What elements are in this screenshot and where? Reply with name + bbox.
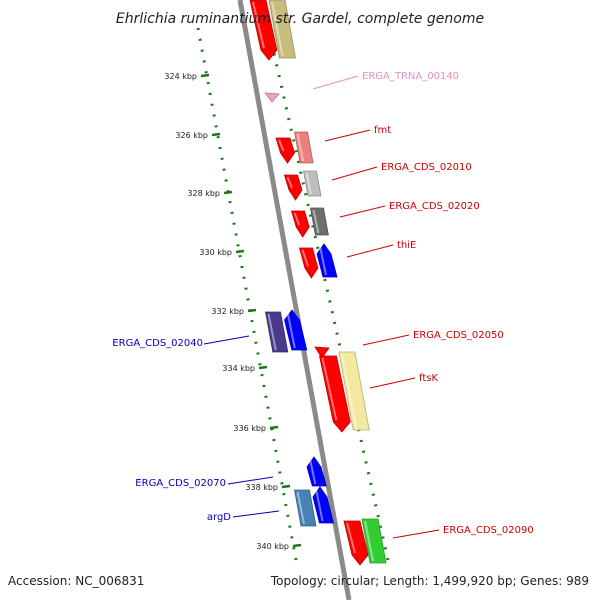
gene-feature[interactable]	[316, 243, 338, 278]
gene-feature-shine	[267, 313, 277, 351]
gene-feature[interactable]	[268, 0, 296, 59]
accession-label: Accession: NC_006831	[8, 574, 144, 588]
gene-feature-shine	[286, 311, 296, 349]
feature-label-leader	[362, 334, 410, 346]
gene-feature[interactable]	[294, 131, 314, 164]
gene-feature[interactable]	[338, 351, 370, 431]
map-title: Ehrlichia ruminantium str. Gardel, compl…	[116, 11, 484, 27]
gene-feature-shine	[312, 209, 320, 234]
ruler-tick-mark	[292, 543, 302, 548]
feature-label[interactable]: ERGA_CDS_02040	[112, 338, 203, 349]
gene-feature-shine	[252, 1, 265, 49]
gene-feature-shine	[286, 176, 293, 189]
feature-label-leader	[339, 205, 386, 218]
ruler-tick-label: 326 kbp	[175, 131, 208, 140]
ruler-tick-label: 332 kbp	[211, 307, 244, 316]
ruler-tick-label: 328 kbp	[187, 189, 220, 198]
gene-feature[interactable]	[249, 0, 278, 61]
feature-label[interactable]: ERGA_CDS_02020	[389, 201, 480, 212]
gene-feature-shine	[341, 353, 358, 429]
gene-feature-shine	[278, 139, 285, 152]
feature-label[interactable]: ERGA_CDS_02050	[413, 330, 504, 341]
ruler-tick-label: 330 kbp	[199, 248, 232, 257]
gene-feature-shine	[296, 491, 306, 525]
ruler-tick-mark	[247, 308, 257, 313]
gene-features	[249, 0, 387, 566]
feature-label-leader	[346, 244, 394, 258]
gene-feature-shine	[305, 172, 313, 195]
ruler-tick-label: 340 kbp	[256, 542, 289, 551]
gene-feature-shine	[321, 357, 338, 421]
feature-label[interactable]: ERGA_CDS_02010	[381, 162, 472, 173]
genome-backbone	[237, 0, 352, 600]
feature-label-leader	[312, 75, 359, 90]
ruler-ticks: 324 kbp 326 kbp 328 kbp 330 kbp 332 kbp 334 k…	[164, 72, 302, 551]
genome-summary: Topology: circular; Length: 1,499,920 bp…	[270, 574, 589, 588]
ruler-tick-mark	[223, 190, 233, 195]
feature-label[interactable]: ERGA_TRNA_00140	[362, 71, 459, 82]
ruler-tick-label: 334 kbp	[222, 364, 255, 373]
gene-feature[interactable]	[275, 137, 295, 164]
gene-feature[interactable]	[283, 174, 303, 201]
gene-feature[interactable]	[314, 346, 330, 359]
feature-label-leader	[369, 377, 416, 389]
gene-feature[interactable]	[319, 355, 351, 433]
gene-feature-shine	[293, 212, 301, 226]
feature-label-leader	[203, 335, 250, 345]
feature-label[interactable]: argD	[207, 512, 231, 523]
gene-feature[interactable]	[264, 92, 280, 103]
feature-label[interactable]: ftsK	[419, 373, 438, 384]
gene-feature-shine	[309, 458, 317, 485]
ruler-tick-mark	[200, 73, 210, 78]
feature-label-leader	[324, 129, 371, 142]
gene-feature-shine	[301, 249, 309, 267]
gene-feature[interactable]	[265, 311, 289, 353]
gene-feature[interactable]	[303, 170, 322, 197]
feature-label-leader	[232, 510, 280, 518]
ruler-tick-mark	[281, 484, 291, 489]
ruler-line	[260, 0, 390, 561]
gene-feature[interactable]	[312, 486, 335, 524]
feature-label[interactable]: thiE	[397, 240, 416, 251]
ruler-tick-mark	[258, 365, 268, 370]
feature-label-leader	[392, 529, 440, 539]
gene-feature-shine	[315, 488, 324, 522]
ruler-tick-mark	[235, 249, 245, 254]
feature-label[interactable]: fmt	[374, 125, 391, 136]
feature-label-leader	[331, 166, 378, 181]
ruler-tick-mark	[269, 425, 279, 430]
gene-feature-shine	[296, 133, 305, 162]
ruler-tick-mark	[211, 132, 221, 137]
gene-feature[interactable]	[298, 247, 319, 279]
gene-feature[interactable]	[310, 207, 329, 236]
ruler-tick-label: 336 kbp	[233, 424, 266, 433]
ruler-tick-label: 324 kbp	[164, 72, 197, 81]
gene-feature-shine	[319, 245, 327, 276]
gene-feature[interactable]	[284, 309, 308, 351]
gene-feature[interactable]	[294, 489, 317, 527]
gene-feature-shine	[364, 520, 374, 562]
gene-feature[interactable]	[343, 520, 369, 566]
gene-feature[interactable]	[290, 210, 310, 238]
feature-label[interactable]: ERGA_CDS_02090	[443, 525, 534, 536]
ruler-dotted-lines	[196, 0, 390, 561]
gene-feature[interactable]	[306, 456, 327, 487]
ruler-tick-label: 338 kbp	[245, 483, 278, 492]
feature-label-leader	[227, 476, 274, 485]
gene-feature[interactable]	[361, 518, 387, 564]
gene-feature-shine	[271, 1, 284, 57]
gene-feature-shine	[346, 522, 356, 554]
feature-label[interactable]: ERGA_CDS_02070	[135, 478, 226, 489]
